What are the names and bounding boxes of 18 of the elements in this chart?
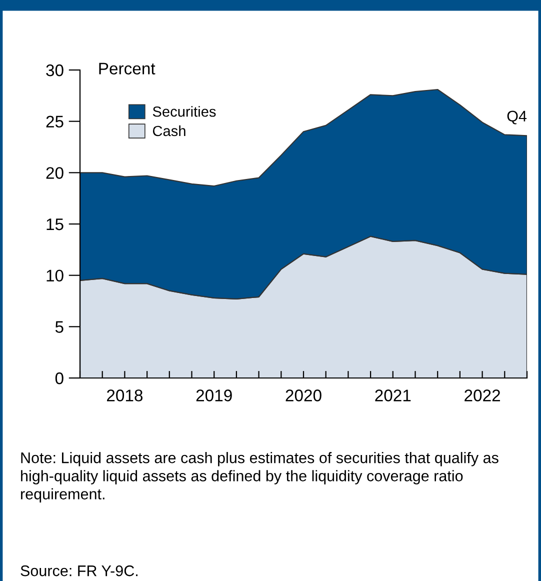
- x-tick-label: 2022: [464, 390, 500, 402]
- y-axis-title: Percent: [99, 62, 156, 74]
- legend-label: Cash: [152, 125, 186, 136]
- y-tick-label: 20: [46, 167, 64, 179]
- y-tick-label: 0: [55, 372, 64, 384]
- legend-label: Securities: [152, 106, 216, 117]
- y-tick-label: 15: [46, 218, 64, 230]
- text: Note: Liquid assets are cash plus estimates of securities that qualify as high-quality liquid assets as defined by the liquidity coverage ratio requirement.: [21, 452, 498, 502]
- y-tick-label: 10: [46, 270, 64, 282]
- y-tick-label: 30: [46, 64, 64, 76]
- x-tick-label: 2019: [196, 390, 232, 402]
- x-tick-label: 2021: [375, 390, 411, 402]
- y-tick-label: 5: [55, 321, 64, 333]
- annotation: Q4: [507, 110, 527, 124]
- y-tick-label: 25: [46, 116, 64, 128]
- source-note: Source: FR Y-9C.: [20, 565, 138, 576]
- x-tick-label: 2018: [107, 390, 143, 402]
- x-tick-label: 2020: [286, 390, 322, 402]
